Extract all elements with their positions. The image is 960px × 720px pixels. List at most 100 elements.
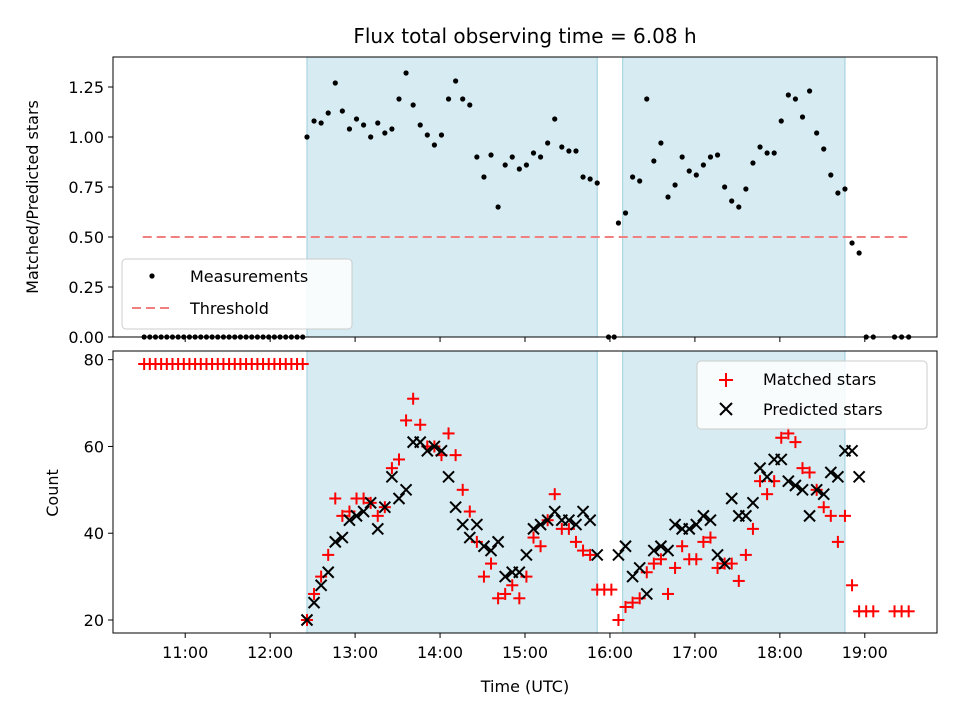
y-tick-label: 80 (84, 351, 104, 370)
predicted-stars-points (300, 435, 866, 627)
measurement-point (375, 120, 381, 126)
matched-star-point (308, 587, 321, 600)
shaded-interval (306, 56, 598, 338)
predicted-star-marker-b (817, 487, 830, 501)
predicted-star-marker-b (541, 513, 554, 527)
legend-label-threshold: Threshold (189, 299, 269, 318)
top-panel: 0.00 0.25 0.50 0.75 1.00 1.25 Matched/Predict… (23, 56, 938, 347)
matched-star-point (661, 587, 674, 600)
predicted-star-point (782, 474, 795, 488)
measurement-point (502, 162, 508, 168)
matched-star-point (499, 587, 512, 600)
predicted-star-point (569, 518, 583, 531)
matched-star-point (385, 462, 398, 475)
predicted-star-point (760, 470, 774, 484)
legend-marker-matched (719, 373, 733, 387)
legend-label-predicted: Predicted stars (763, 400, 883, 419)
matched-star-point (296, 358, 309, 371)
x-tick-label: 17:00 (672, 643, 718, 662)
predicted-star-point (852, 470, 866, 484)
predicted-star-marker-b (718, 557, 731, 570)
matched-star-point (577, 544, 590, 557)
predicted-star-point (810, 483, 823, 497)
measurement-point (552, 116, 558, 122)
predicted-star-marker-b (753, 461, 767, 475)
matched-star-point (392, 453, 405, 466)
predicted-star-point (725, 492, 738, 505)
matched-star-point (400, 414, 413, 427)
measurement-point (353, 116, 360, 122)
predicted-star-point (378, 500, 392, 514)
measurement-point (714, 152, 721, 158)
predicted-star-marker-b (739, 509, 753, 523)
y-tick-label: 0.25 (68, 278, 104, 297)
y-tick-label: 40 (84, 524, 104, 543)
matched-star-point (669, 561, 682, 574)
matched-star-point (513, 592, 526, 605)
x-tick-label: 15:00 (502, 643, 548, 662)
predicted-star-point (527, 522, 540, 536)
matched-star-point (846, 579, 859, 592)
measurement-point (842, 186, 848, 192)
predicted-star-point (477, 540, 491, 553)
predicted-star-point (300, 613, 314, 627)
predicted-star-marker-b (845, 444, 859, 457)
predicted-star-marker-b (470, 518, 484, 531)
measurement-point (573, 148, 579, 154)
top-legend: Measurements Threshold (121, 258, 353, 330)
predicted-star-marker-b (343, 513, 356, 527)
y-tick-label: 0.00 (68, 328, 104, 347)
predicted-star-point (619, 540, 632, 553)
matched-star-point (803, 466, 816, 479)
y-tick-label: 60 (84, 437, 104, 456)
matched-star-point (789, 436, 802, 449)
predicted-star-marker-b (300, 613, 314, 627)
matched-star-point (867, 605, 880, 618)
predicted-star-point (718, 557, 731, 570)
matched-star-point (654, 553, 667, 566)
predicted-star-point (711, 548, 724, 562)
measurement-point (339, 108, 345, 114)
y-tick-label: 1.25 (68, 78, 104, 97)
predicted-star-marker-b (456, 518, 469, 531)
x-tick-label: 16:00 (587, 643, 633, 662)
predicted-star-marker-b (534, 518, 547, 531)
measurement-point (325, 110, 331, 116)
bottom-legend: Matched stars Predicted stars (696, 360, 928, 430)
predicted-star-marker-b (852, 470, 866, 484)
measurement-point (686, 168, 692, 174)
predicted-star-marker-b (619, 540, 632, 553)
x-tick-label: 12:00 (247, 643, 293, 662)
predicted-star-marker-b (725, 492, 738, 505)
matched-star-point (796, 462, 809, 475)
y-tick-label: 20 (84, 611, 104, 630)
predicted-star-marker-b (775, 453, 788, 466)
predicted-star-marker-b (378, 500, 392, 514)
measurement-point (304, 134, 310, 140)
predicted-star-point (470, 518, 484, 531)
measurement-point (849, 240, 855, 246)
predicted-star-marker-b (810, 483, 823, 497)
measurement-point (410, 102, 416, 108)
predicted-star-marker-b (463, 531, 476, 544)
predicted-star-marker-b (626, 570, 639, 583)
predicted-star-point (817, 487, 830, 501)
measurement-point (750, 160, 756, 166)
matched-star-point (548, 488, 561, 501)
measurement-point (580, 174, 586, 180)
top-y-ticks: 0.00 0.25 0.50 0.75 1.00 1.25 (68, 78, 113, 347)
predicted-star-marker-b (520, 548, 533, 562)
matched-star-point (619, 600, 632, 613)
measurement-point (389, 126, 395, 132)
predicted-star-point (612, 548, 625, 562)
predicted-star-point (824, 466, 838, 479)
predicted-star-point (463, 531, 476, 544)
predicted-star-point (668, 518, 682, 531)
predicted-star-point (350, 509, 363, 523)
predicted-star-marker-b (371, 522, 384, 536)
matched-star-point (456, 483, 469, 496)
top-y-axis-label: Matched/Predicted stars (23, 100, 42, 294)
measurement-point (594, 180, 600, 186)
predicted-star-point (647, 544, 661, 557)
